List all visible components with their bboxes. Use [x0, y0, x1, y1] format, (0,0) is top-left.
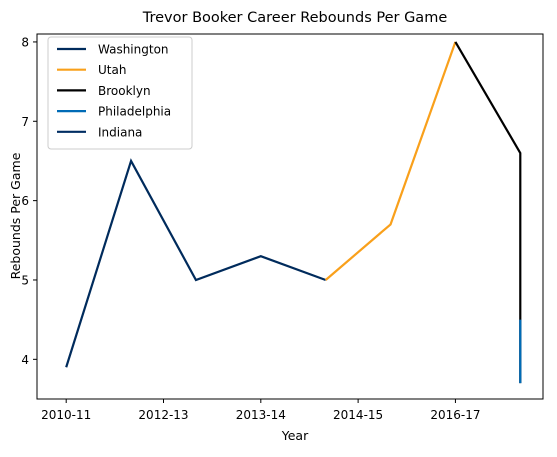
x-tick-label: 2010-11 — [41, 408, 91, 422]
x-tick-label: 2013-14 — [236, 408, 286, 422]
x-tick-label: 2014-15 — [333, 408, 383, 422]
series-line-washington — [65, 158, 327, 368]
legend-label: Brooklyn — [98, 84, 151, 98]
legend-item: Indiana — [57, 125, 142, 139]
y-tick-label: 8 — [21, 35, 29, 49]
series-line-utah — [324, 41, 457, 281]
x-tick-label: 2016-17 — [430, 408, 480, 422]
x-axis-ticks: 2010-11 2012-13 2013-14 2014-15 2016-17 — [41, 399, 480, 422]
plot-area — [65, 41, 522, 384]
legend-item: Washington — [57, 43, 169, 57]
legend-label: Indiana — [98, 125, 142, 139]
y-axis-ticks: 4 5 6 7 8 — [21, 35, 37, 367]
x-tick-label: 2012-13 — [138, 408, 188, 422]
legend-item: Brooklyn — [57, 84, 151, 98]
legend-item: Philadelphia — [57, 105, 171, 119]
legend-item: Utah — [57, 63, 126, 77]
y-tick-label: 4 — [21, 353, 29, 367]
legend: Washington Utah Brooklyn Philadelphia Indian… — [47, 36, 193, 150]
legend-label: Utah — [98, 63, 126, 77]
y-tick-label: 7 — [21, 115, 29, 129]
y-tick-label: 6 — [21, 194, 29, 208]
y-tick-label: 5 — [21, 273, 29, 287]
legend-label: Philadelphia — [98, 105, 171, 119]
plot-frame — [36, 33, 544, 400]
chart-title: Trevor Booker Career Rebounds Per Game — [142, 10, 448, 26]
series-line-brooklyn — [454, 41, 522, 384]
x-axis-label: Year — [281, 428, 309, 443]
y-axis-label: Rebounds Per Game — [8, 152, 23, 279]
legend-frame — [47, 36, 193, 150]
legend-label: Washington — [98, 43, 169, 57]
